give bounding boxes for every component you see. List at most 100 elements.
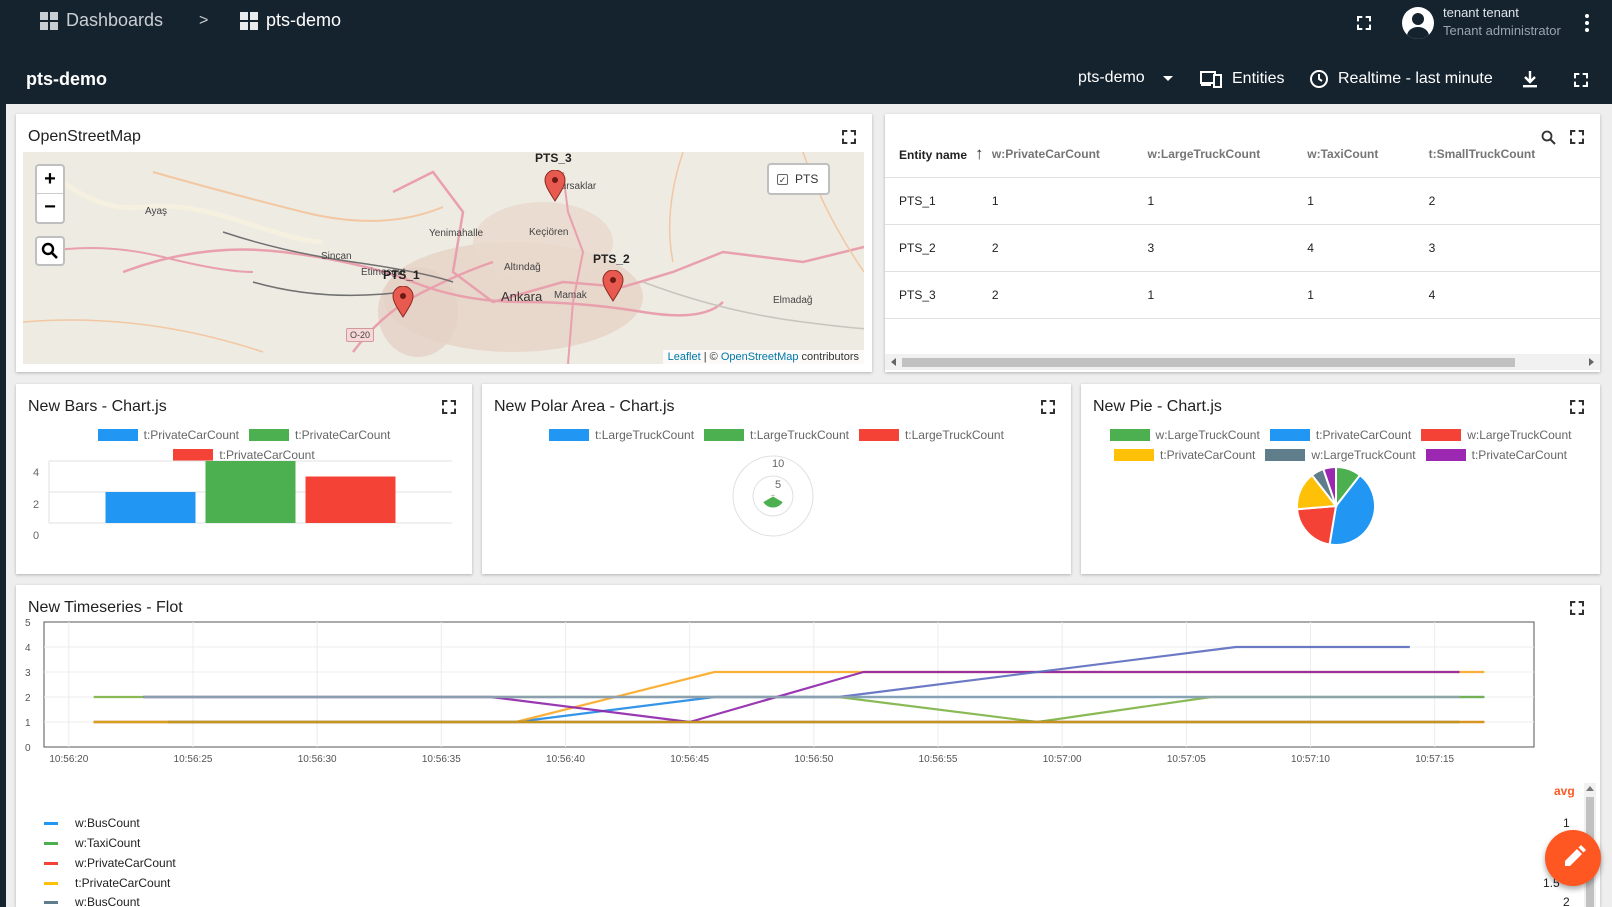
y-tick: 2	[33, 499, 40, 511]
legend-item[interactable]: w:LargeTruckCount	[1109, 428, 1260, 442]
legend-row[interactable]: t:PrivateCarCount	[44, 876, 170, 890]
pie-plot	[1296, 465, 1376, 546]
horizontal-scrollbar[interactable]	[885, 354, 1600, 370]
legend-label: t:PrivateCarCount	[1159, 448, 1256, 462]
x-tick-label: 10:56:50	[794, 754, 833, 765]
breadcrumb-dashboards[interactable]: Dashboards	[40, 10, 163, 31]
table-header-row: Entity name ↑ w:PrivateCarCount w:LargeTr…	[885, 132, 1600, 178]
legend-line	[44, 861, 58, 865]
export-button[interactable]	[1522, 70, 1538, 88]
map-search-button[interactable]	[35, 236, 65, 266]
map-place-label: Yenimahalle	[429, 228, 484, 239]
legend-item[interactable]: t:PrivateCarCount	[173, 448, 315, 462]
leaflet-link[interactable]: Leaflet	[667, 351, 701, 363]
table-row[interactable]: PTS_1 1 1 1 2	[885, 177, 1600, 225]
legend-row[interactable]: w:BusCount	[44, 895, 140, 907]
legend-line	[44, 881, 58, 885]
map-place-label: Ankara	[501, 289, 543, 304]
attribution-tail: contributors	[798, 351, 859, 363]
bar-plot	[48, 460, 452, 524]
zoom-in-button[interactable]: +	[37, 166, 63, 194]
breadcrumb-current: pts-demo	[240, 10, 341, 31]
entities-button[interactable]: Entities	[1200, 70, 1284, 88]
timewindow-button[interactable]: Realtime - last minute	[1310, 70, 1493, 88]
legend-row[interactable]: w:PrivateCarCount	[44, 856, 176, 870]
legend-item[interactable]: t:LargeTruckCount	[704, 428, 849, 442]
legend-item[interactable]: t:LargeTruckCount	[549, 428, 694, 442]
table-cell: 1	[1307, 271, 1429, 319]
app-fullscreen-button[interactable]	[1357, 16, 1371, 30]
timeseries-widget: New Timeseries - Flot 10:56:20 10:56:25 10…	[16, 585, 1600, 907]
map-canvas[interactable]: Ayaş Sincan Etimesgut Yenimahalle Keçiör…	[23, 152, 864, 364]
layer-toggle[interactable]: ✓ PTS	[767, 163, 830, 195]
table-cell: PTS_2	[885, 224, 992, 272]
chart-legend: t:PrivateCarCount t:PrivateCarCount t:Pr…	[16, 428, 472, 462]
column-header[interactable]: t:SmallTruckCount	[1428, 132, 1600, 178]
legend-item[interactable]: t:LargeTruckCount	[858, 428, 1004, 442]
table-row[interactable]: PTS_2 2 3 4 3	[885, 224, 1600, 272]
legend-swatch	[97, 429, 138, 441]
timewindow-label: Realtime - last minute	[1338, 70, 1493, 87]
scroll-up-icon[interactable]	[1586, 786, 1594, 791]
layer-checkbox[interactable]: ✓	[777, 173, 788, 185]
x-tick-label: 10:56:20	[49, 754, 88, 765]
scrollbar-thumb[interactable]	[902, 358, 1515, 367]
x-tick-label: 10:56:55	[919, 754, 958, 765]
osm-link[interactable]: OpenStreetMap	[720, 351, 799, 363]
column-header[interactable]: w:TaxiCount	[1307, 132, 1429, 178]
polar-widget: New Polar Area - Chart.js t:LargeTruckCo…	[482, 384, 1071, 574]
legend-item[interactable]: t:PrivateCarCount	[249, 428, 390, 442]
table-cell: 4	[1307, 224, 1429, 272]
legend-label: w:TaxiCount	[75, 836, 141, 850]
map-marker-pts3[interactable]	[544, 170, 566, 202]
column-header[interactable]: w:PrivateCarCount	[991, 132, 1148, 178]
legend-item[interactable]: t:PrivateCarCount	[97, 428, 239, 442]
bar	[105, 492, 196, 523]
widget-fullscreen-button[interactable]	[842, 130, 856, 149]
legend-item[interactable]: w:LargeTruckCount	[1265, 448, 1416, 462]
attribution-sep: | ©	[700, 351, 721, 363]
edit-dashboard-button[interactable]	[1545, 830, 1601, 886]
legend-item[interactable]: t:PrivateCarCount	[1113, 448, 1256, 462]
map-marker-pts2[interactable]	[602, 270, 624, 302]
legend-swatch	[549, 429, 590, 441]
legend-row[interactable]: w:TaxiCount	[44, 836, 140, 850]
marker-label: PTS_1	[383, 268, 420, 282]
legend-item[interactable]: t:PrivateCarCount	[1425, 448, 1568, 462]
legend-item[interactable]: t:PrivateCarCount	[1269, 428, 1411, 442]
legend-swatch	[858, 429, 899, 441]
r-tick: 10	[772, 458, 785, 470]
state-select[interactable]: pts-demo	[1078, 69, 1173, 87]
legend-swatch	[1109, 429, 1150, 441]
legend-label: w:PrivateCarCount	[75, 856, 176, 870]
table-row[interactable]: PTS_3 2 1 1 4	[885, 271, 1600, 319]
legend-label: t:PrivateCarCount	[143, 428, 239, 442]
column-header[interactable]: w:LargeTruckCount	[1147, 132, 1308, 178]
legend-label: w:LargeTruckCount	[1311, 448, 1416, 462]
scroll-right-icon[interactable]	[1589, 358, 1594, 366]
breadcrumb-current-label: pts-demo	[266, 10, 342, 30]
legend-item[interactable]: w:LargeTruckCount	[1421, 428, 1571, 442]
scroll-left-icon[interactable]	[891, 358, 896, 366]
timeseries-plot: 10:56:20 10:56:25 10:56:30 10:56:35 10:56:40…	[25, 618, 1535, 765]
legend-label: t:PrivateCarCount	[75, 876, 171, 890]
table-cell: 3	[1147, 224, 1308, 272]
column-header-entity-name[interactable]: Entity name ↑	[885, 132, 992, 178]
table-cell: 1	[1307, 177, 1429, 225]
r-tick: 5	[775, 479, 782, 491]
fullscreen-icon	[1357, 16, 1371, 30]
user-menu-button[interactable]	[1585, 14, 1589, 32]
table-cell: 2	[991, 224, 1148, 272]
legend-swatch	[1113, 449, 1154, 461]
avatar[interactable]	[1402, 7, 1434, 39]
dashboard-fullscreen-button[interactable]	[1574, 73, 1588, 87]
widget-title: New Timeseries - Flot	[28, 599, 183, 616]
legend-row[interactable]: w:BusCount	[44, 816, 140, 830]
road-shield: O-20	[346, 328, 375, 342]
table-cell: 3	[1428, 224, 1600, 272]
zoom-out-button[interactable]: −	[44, 196, 56, 218]
user-name: tenant tenant	[1443, 5, 1519, 20]
table-cell: 4	[1428, 271, 1600, 319]
legend-label: t:PrivateCarCount	[1471, 448, 1568, 462]
map-marker-pts1[interactable]	[392, 286, 414, 318]
